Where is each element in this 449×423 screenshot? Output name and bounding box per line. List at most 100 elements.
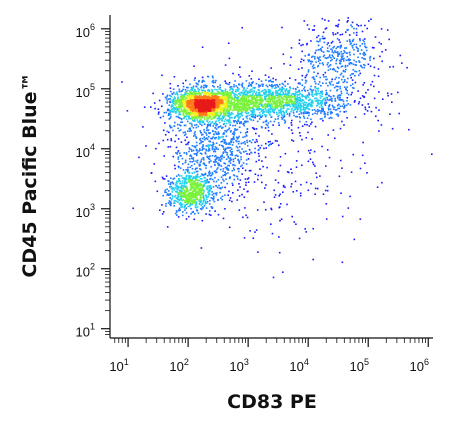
- density-point: [380, 43, 382, 45]
- density-point: [183, 109, 186, 112]
- density-point: [221, 198, 223, 201]
- density-point: [304, 112, 306, 114]
- density-point: [265, 95, 268, 98]
- density-point: [242, 89, 244, 92]
- density-point: [320, 110, 322, 112]
- density-point: [159, 209, 161, 211]
- density-point: [177, 181, 179, 183]
- density-point: [183, 134, 186, 137]
- density-point: [191, 99, 194, 101]
- density-point: [326, 98, 329, 101]
- density-point: [357, 90, 359, 92]
- density-point: [195, 141, 198, 144]
- density-point: [205, 110, 208, 113]
- density-point: [221, 127, 223, 129]
- density-point: [284, 104, 286, 107]
- density-point: [214, 95, 216, 97]
- density-point: [338, 175, 341, 178]
- density-point: [210, 94, 213, 96]
- density-point: [178, 101, 180, 103]
- density-point: [317, 102, 320, 104]
- density-point: [334, 137, 336, 140]
- density-point: [186, 105, 188, 108]
- density-point: [236, 94, 238, 96]
- density-point: [320, 91, 322, 94]
- density-point: [186, 111, 189, 114]
- density-point: [166, 94, 169, 97]
- density-point: [324, 57, 327, 59]
- density-point: [296, 107, 298, 110]
- density-point: [256, 108, 258, 111]
- density-point: [169, 193, 172, 196]
- density-point: [178, 99, 180, 102]
- density-point: [284, 90, 287, 93]
- density-point: [347, 207, 350, 209]
- density-point: [188, 215, 190, 218]
- density-point: [340, 65, 343, 68]
- density-point: [216, 98, 218, 101]
- density-point: [195, 148, 198, 151]
- density-point: [308, 114, 310, 117]
- density-point: [270, 207, 272, 210]
- density-point: [265, 142, 267, 145]
- density-point: [193, 218, 195, 221]
- density-point: [264, 105, 266, 108]
- density-point: [195, 82, 198, 84]
- density-point: [190, 207, 192, 210]
- density-point: [204, 164, 206, 166]
- density-point: [307, 189, 310, 192]
- density-point: [223, 162, 225, 164]
- density-point: [196, 209, 199, 212]
- density-point: [261, 83, 263, 86]
- density-point: [194, 108, 197, 111]
- density-point: [230, 140, 232, 143]
- density-point: [337, 85, 339, 88]
- density-point: [262, 105, 264, 108]
- density-point: [187, 115, 189, 118]
- density-point: [232, 141, 235, 144]
- density-point: [182, 101, 185, 104]
- density-point: [249, 230, 251, 232]
- density-point: [321, 91, 323, 94]
- density-point: [237, 88, 239, 91]
- density-point: [264, 89, 267, 91]
- density-point: [195, 137, 198, 139]
- density-point: [339, 34, 342, 36]
- density-point: [349, 74, 352, 77]
- density-point: [260, 126, 263, 128]
- density-point: [216, 89, 218, 91]
- density-point: [199, 130, 202, 132]
- density-point: [178, 207, 181, 210]
- density-point: [253, 101, 256, 103]
- density-point: [226, 119, 229, 121]
- density-point: [265, 123, 268, 126]
- density-point: [198, 188, 201, 191]
- density-point: [205, 167, 207, 169]
- density-point: [325, 93, 327, 96]
- density-point: [176, 100, 178, 102]
- density-point: [191, 172, 193, 174]
- density-point: [229, 116, 231, 119]
- density-point: [210, 137, 212, 140]
- density-point: [158, 142, 160, 145]
- density-point: [189, 186, 192, 189]
- density-point: [294, 101, 296, 103]
- density-point: [313, 66, 316, 69]
- density-point: [319, 38, 321, 40]
- density-point: [214, 116, 217, 118]
- density-point: [281, 105, 283, 107]
- density-point: [235, 108, 237, 111]
- density-point: [361, 43, 364, 45]
- density-point: [209, 100, 212, 102]
- density-point: [286, 203, 288, 206]
- density-point: [261, 115, 264, 117]
- density-point: [253, 95, 256, 97]
- density-point: [194, 199, 196, 201]
- density-point: [192, 196, 194, 199]
- density-point: [246, 91, 249, 93]
- density-point: [206, 198, 208, 201]
- density-point: [327, 62, 329, 64]
- density-point: [189, 191, 191, 194]
- density-point: [177, 186, 180, 189]
- density-point: [356, 50, 359, 52]
